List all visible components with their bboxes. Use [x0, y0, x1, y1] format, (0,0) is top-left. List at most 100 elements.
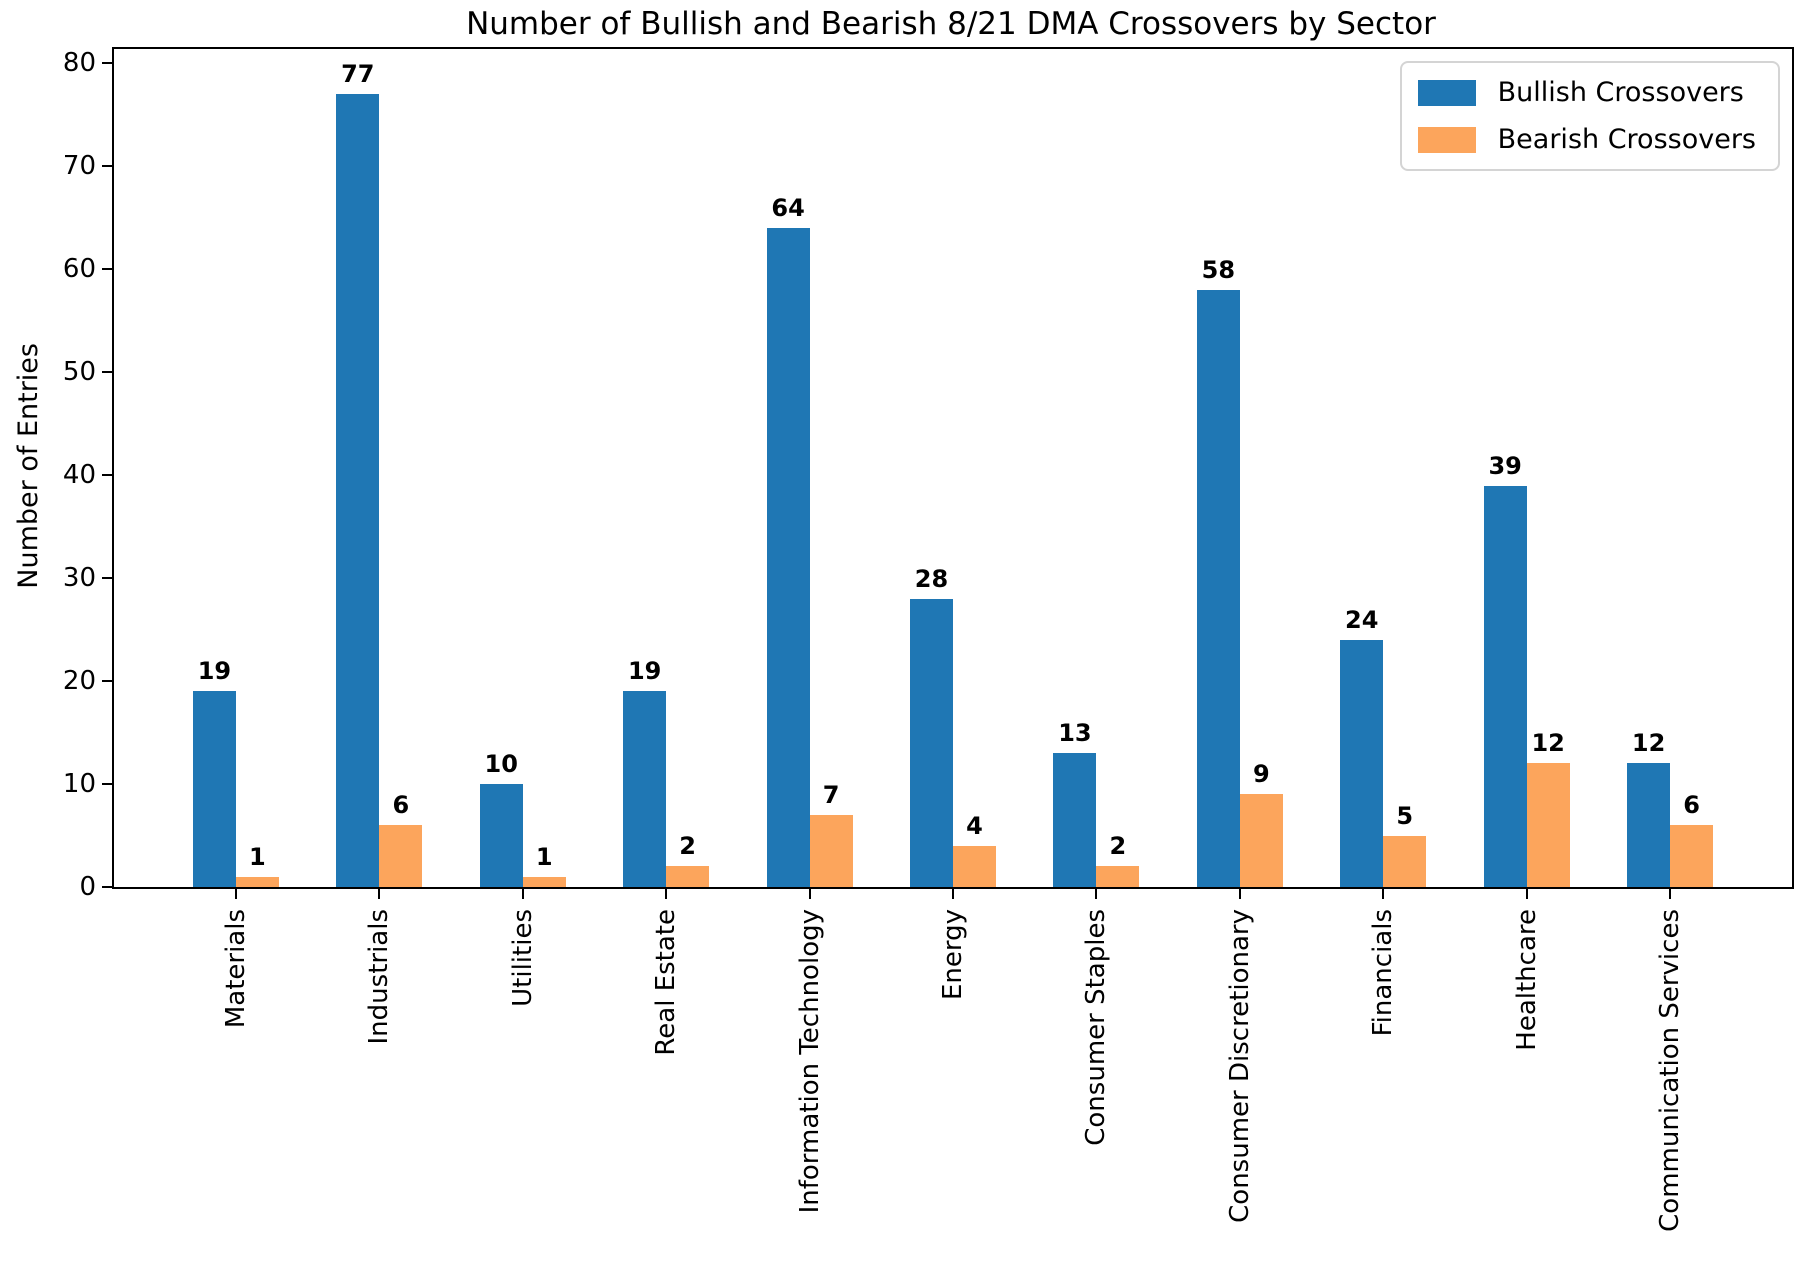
x-tick-label-container: Utilities	[448, 909, 598, 1007]
x-tick-label-consumer-staples: Consumer Staples	[1081, 909, 1112, 1146]
bar-bullish-crossovers-communication-services	[1627, 763, 1671, 887]
y-tick-label: 80	[62, 48, 96, 79]
x-tick-mark	[1525, 887, 1528, 899]
bar-bullish-crossovers-consumer-staples	[1053, 753, 1097, 887]
x-tick-mark	[1382, 887, 1385, 899]
legend-label: Bearish Crossovers	[1497, 124, 1756, 155]
bar-value-label: 4	[966, 811, 983, 840]
y-tick-label: 30	[62, 563, 96, 594]
x-tick-mark	[665, 887, 668, 899]
bar-value-label: 2	[1109, 832, 1127, 861]
x-tick-mark	[378, 887, 381, 899]
chart-title: Number of Bullish and Bearish 8/21 DMA C…	[466, 6, 1436, 42]
x-tick-label-container: Materials	[161, 909, 311, 1028]
y-tick-mark	[102, 371, 114, 374]
y-tick-label: 10	[62, 769, 96, 800]
x-tick-label-container: Communication Services	[1595, 909, 1745, 1232]
y-tick-label: 70	[62, 151, 96, 182]
bar-value-label: 77	[341, 60, 375, 89]
bar-bearish-crossovers-energy	[953, 845, 996, 887]
bar-value-label: 58	[1201, 255, 1236, 284]
bar-value-label: 64	[771, 194, 805, 223]
x-tick-mark	[1238, 887, 1241, 899]
x-tick-label-container: Industrials	[304, 909, 454, 1044]
x-tick-label-materials: Materials	[220, 909, 251, 1029]
y-tick-mark	[102, 886, 114, 888]
bar-bearish-crossovers-healthcare	[1526, 763, 1570, 887]
bar-value-label: 9	[1252, 760, 1270, 789]
bar-bullish-crossovers-financials	[1340, 639, 1384, 887]
y-tick-label: 40	[62, 460, 96, 491]
bar-value-label: 1	[249, 842, 266, 871]
y-tick-mark	[102, 474, 114, 477]
bar-bearish-crossovers-financials	[1383, 835, 1427, 887]
y-tick-mark	[102, 165, 114, 168]
bar-bearish-crossovers-industrials	[379, 825, 423, 887]
x-tick-mark	[808, 887, 811, 899]
x-tick-label-container: Healthcare	[1452, 909, 1602, 1051]
bar-value-label: 12	[1531, 729, 1565, 758]
y-tick-mark	[102, 268, 114, 271]
x-tick-label-container: Financials	[1308, 909, 1458, 1036]
bar-bearish-crossovers-real-estate	[666, 866, 710, 887]
y-tick-mark	[102, 783, 114, 786]
y-tick-label: 60	[62, 254, 96, 285]
legend-color-patch	[1417, 126, 1476, 153]
bar-bullish-crossovers-information-technology	[766, 228, 810, 887]
bar-value-label: 28	[914, 564, 949, 593]
x-tick-label-container: Consumer Discretionary	[1165, 909, 1315, 1223]
x-tick-label-energy: Energy	[938, 909, 968, 1001]
y-tick-mark	[102, 62, 114, 65]
bar-bearish-crossovers-consumer-discretionary	[1239, 794, 1283, 887]
legend-item-bearish-crossovers: Bearish Crossovers	[1417, 124, 1756, 155]
y-tick-label: 0	[79, 872, 96, 902]
x-tick-mark	[1669, 887, 1672, 899]
bar-bullish-crossovers-consumer-discretionary	[1196, 289, 1240, 887]
bar-value-label: 24	[1345, 605, 1379, 634]
x-tick-mark	[234, 887, 237, 899]
bar-bearish-crossovers-consumer-staples	[1096, 866, 1140, 887]
x-tick-label-healthcare: Healthcare	[1511, 909, 1542, 1051]
bar-value-label: 7	[822, 780, 840, 809]
bar-bearish-crossovers-communication-services	[1670, 825, 1714, 887]
legend-item-bullish-crossovers: Bullish Crossovers	[1417, 77, 1756, 108]
bar-bullish-crossovers-materials	[192, 691, 236, 887]
y-tick-mark	[102, 680, 114, 683]
bar-value-label: 13	[1058, 719, 1092, 748]
bar-value-label: 6	[392, 791, 410, 820]
x-tick-label-utilities: Utilities	[507, 909, 538, 1007]
bar-bullish-crossovers-utilities	[479, 784, 523, 887]
x-tick-label-communication-services: Communication Services	[1655, 909, 1686, 1232]
x-tick-label-real-estate: Real Estate	[651, 909, 682, 1056]
bar-bullish-crossovers-energy	[910, 598, 953, 887]
bar-value-label: 19	[197, 657, 232, 686]
x-tick-mark	[952, 887, 954, 899]
x-tick-label-container: Energy	[878, 909, 1028, 1000]
bar-bullish-crossovers-healthcare	[1483, 485, 1527, 887]
x-tick-label-financials: Financials	[1368, 909, 1399, 1037]
x-tick-label-industrials: Industrials	[364, 909, 395, 1045]
bar-bullish-crossovers-industrials	[336, 94, 380, 887]
bar-value-label: 1	[535, 842, 553, 871]
legend: Bullish Crossovers Bearish Crossovers	[1399, 61, 1780, 171]
bar-bearish-crossovers-utilities	[522, 876, 566, 887]
x-tick-mark	[521, 887, 524, 899]
bar-value-label: 2	[679, 832, 696, 861]
legend-label: Bullish Crossovers	[1497, 77, 1744, 108]
bar-bullish-crossovers-real-estate	[623, 691, 667, 887]
x-tick-label-container: Consumer Staples	[1021, 909, 1171, 1146]
bar-bearish-crossovers-information-technology	[809, 814, 853, 887]
plot-area: Bullish Crossovers Bearish Crossovers 0 10…	[63, 47, 1794, 1232]
x-tick-label-container: Information Technology	[735, 909, 885, 1213]
legend-color-patch	[1417, 79, 1476, 106]
y-tick-mark	[102, 577, 114, 580]
x-tick-label-consumer-discretionary: Consumer Discretionary	[1224, 909, 1255, 1223]
bar-value-label: 5	[1396, 801, 1414, 830]
bar-value-label: 39	[1488, 451, 1522, 480]
bar-value-label: 12	[1631, 729, 1666, 758]
bar-value-label: 19	[627, 657, 662, 686]
x-tick-label-container: Real Estate	[591, 909, 741, 1056]
y-tick-label: 50	[62, 357, 96, 388]
bar-bearish-crossovers-materials	[235, 876, 279, 887]
